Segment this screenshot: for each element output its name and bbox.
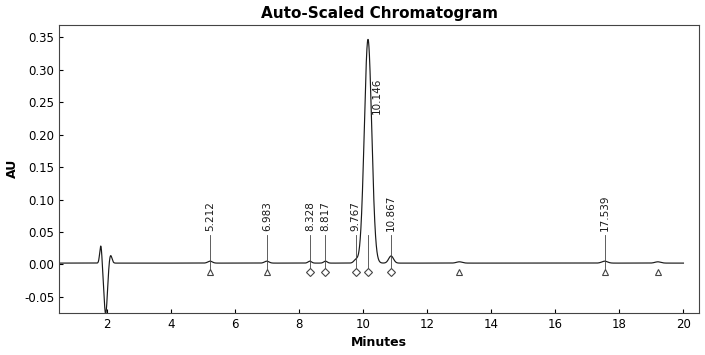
Text: 17.539: 17.539	[600, 195, 610, 231]
Text: 8.817: 8.817	[321, 201, 331, 231]
Text: 10.867: 10.867	[386, 195, 396, 231]
Text: 9.767: 9.767	[351, 201, 361, 231]
X-axis label: Minutes: Minutes	[351, 337, 407, 349]
Text: 6.983: 6.983	[262, 201, 271, 231]
Y-axis label: AU: AU	[6, 159, 18, 179]
Text: 10.146: 10.146	[372, 78, 381, 114]
Text: 5.212: 5.212	[205, 201, 215, 231]
Text: 8.328: 8.328	[305, 201, 315, 231]
Title: Auto-Scaled Chromatogram: Auto-Scaled Chromatogram	[261, 6, 498, 21]
